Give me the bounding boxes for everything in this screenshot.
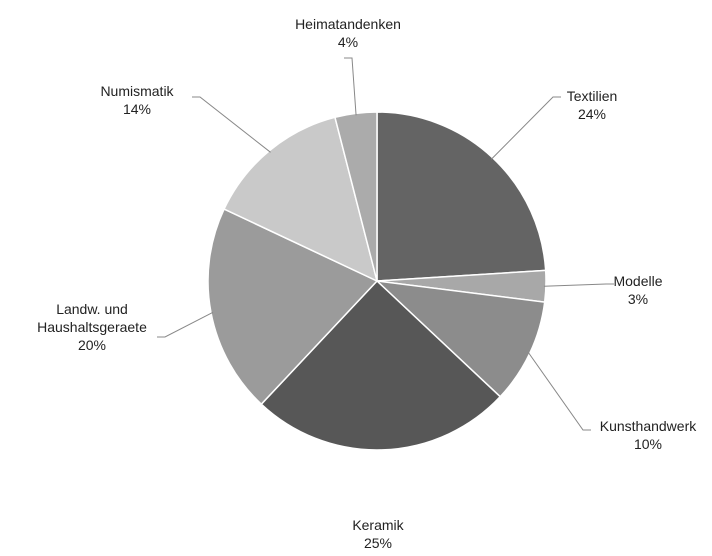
pie-slice: [260, 279, 502, 451]
slice-label: Landw. und Haushaltsgeraete 20%: [12, 300, 172, 354]
category-label: Textilien: [566, 88, 618, 104]
category-label: Keramik: [352, 517, 404, 533]
slice-label: Heimatandenken 4%: [278, 15, 418, 51]
category-label: Landw. und Haushaltsgeraete: [37, 301, 147, 335]
pie-slice: [376, 111, 547, 282]
value-label: 14%: [122, 101, 152, 117]
leader-line: [543, 283, 614, 287]
leader-line: [344, 57, 357, 116]
value-label: 20%: [77, 337, 107, 353]
value-label: 24%: [577, 106, 607, 122]
value-label: 4%: [337, 34, 359, 50]
value-label: 3%: [627, 291, 649, 307]
category-label: Kunsthandwerk: [599, 418, 697, 434]
category-label: Numismatik: [100, 83, 174, 99]
leader-line: [157, 311, 214, 338]
slice-label: Keramik 25%: [328, 516, 428, 552]
category-label: Modelle: [613, 273, 663, 289]
pie-slice: [374, 279, 546, 398]
slice-label: Kunsthandwerk 10%: [578, 417, 712, 453]
pie-slice: [207, 208, 379, 406]
value-label: 25%: [363, 535, 393, 551]
leader-line: [490, 96, 561, 160]
leader-line: [527, 351, 591, 431]
leader-line: [192, 96, 271, 153]
value-label: 10%: [633, 436, 663, 452]
slice-label: Modelle 3%: [598, 272, 678, 308]
slice-label: Numismatik 14%: [77, 82, 197, 118]
category-label: Heimatandenken: [295, 16, 401, 32]
slice-label: Textilien 24%: [532, 87, 652, 123]
